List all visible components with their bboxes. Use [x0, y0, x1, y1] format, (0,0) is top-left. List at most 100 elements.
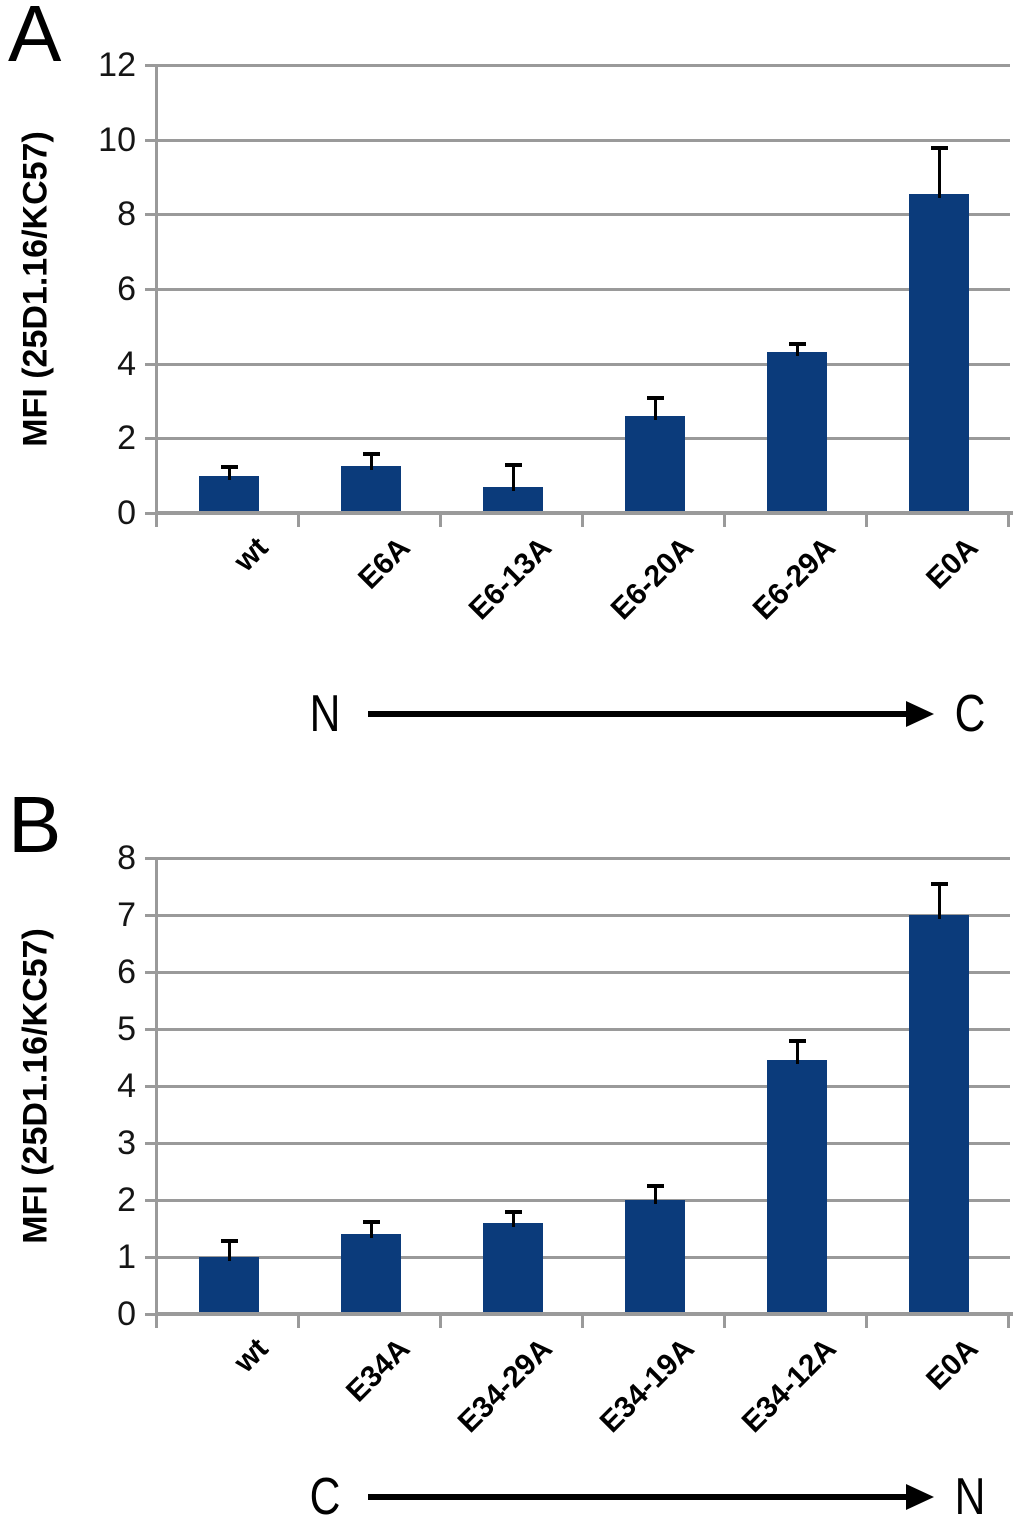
- x-axis-tick: [723, 1314, 726, 1328]
- arrow-line: [368, 1494, 906, 1500]
- error-bar-cap: [504, 1209, 522, 1214]
- x-axis-tick: [297, 1314, 300, 1328]
- y-tick-label: 4: [117, 1067, 136, 1105]
- y-axis-tick: [145, 971, 159, 974]
- y-axis-tick: [145, 1142, 159, 1145]
- error-bar-cap: [930, 881, 948, 886]
- y-tick-label: 8: [117, 839, 136, 877]
- x-axis-tick: [439, 1314, 442, 1328]
- x-axis-tick: [1007, 513, 1010, 527]
- error-bar-cap: [504, 463, 522, 468]
- y-axis-label: MFI (25D1.16/KC57): [16, 131, 55, 447]
- bar: [767, 352, 827, 511]
- bar: [199, 475, 259, 511]
- y-axis-tick: [145, 1256, 159, 1259]
- gridline: [158, 857, 1010, 860]
- gridline: [158, 1085, 1010, 1088]
- y-tick-label: 2: [117, 419, 136, 458]
- y-tick-label: 4: [117, 344, 136, 383]
- x-category-label: E0A: [919, 1332, 985, 1397]
- arrow-head-icon: [906, 701, 934, 727]
- gridline: [158, 288, 1010, 291]
- y-tick-label: 2: [117, 1181, 136, 1219]
- y-axis-tick: [145, 914, 159, 917]
- x-category-label: E34-12A: [735, 1332, 843, 1440]
- error-bar: [937, 884, 941, 919]
- y-axis-tick: [145, 213, 159, 217]
- arrow-end-label: N: [954, 1468, 986, 1519]
- x-category-label: E34-29A: [451, 1332, 559, 1440]
- x-category-label: E6-13A: [463, 531, 559, 627]
- error-bar: [937, 149, 941, 198]
- y-axis-line: [155, 858, 158, 1314]
- gridline: [158, 64, 1010, 67]
- gridline: [158, 138, 1010, 142]
- arrow-end-label: C: [954, 685, 986, 743]
- error-bar-cap: [788, 1039, 806, 1044]
- x-category-label: wt: [227, 531, 275, 578]
- error-bar: [511, 466, 515, 491]
- gridline: [158, 1199, 1010, 1202]
- x-axis-line: [155, 511, 1013, 515]
- x-axis-tick: [581, 513, 584, 527]
- y-axis-tick: [145, 64, 159, 67]
- y-axis-tick: [145, 437, 159, 441]
- x-axis-tick: [581, 1314, 584, 1328]
- error-bar-cap: [362, 452, 380, 457]
- error-bar-cap: [220, 465, 238, 470]
- x-axis-tick: [155, 513, 158, 527]
- x-category-label: E34A: [339, 1332, 417, 1409]
- error-bar: [227, 468, 231, 480]
- gridline: [158, 1142, 1010, 1145]
- error-bar-cap: [220, 1238, 238, 1243]
- y-tick-label: 8: [117, 195, 136, 234]
- x-axis-tick: [865, 1314, 868, 1328]
- y-axis-tick: [145, 288, 159, 291]
- y-axis-tick: [145, 138, 159, 142]
- error-bar-cap: [646, 396, 664, 401]
- y-tick-label: 1: [117, 1238, 136, 1276]
- arrow-line: [368, 711, 906, 717]
- x-category-label: E0A: [919, 531, 985, 596]
- x-category-label: wt: [227, 1332, 275, 1379]
- x-category-label: E6-20A: [605, 531, 701, 627]
- y-tick-label: 12: [98, 46, 136, 84]
- panel-letter: A: [8, 0, 62, 78]
- bar: [625, 1200, 685, 1312]
- bar: [483, 486, 543, 511]
- x-axis-tick: [297, 513, 300, 527]
- y-tick-label: 6: [117, 270, 136, 308]
- panel-b: B MFI (25D1.16/KC57) 0 1 2 3 4 5 6 7 8 wt E34A E34-…: [0, 775, 1024, 1519]
- error-bar: [653, 1187, 657, 1204]
- y-axis-tick: [145, 1028, 159, 1031]
- x-axis-tick: [865, 513, 868, 527]
- x-axis-tick: [439, 513, 442, 527]
- y-axis-tick: [145, 1085, 159, 1088]
- error-bar: [369, 1222, 373, 1239]
- bar: [483, 1222, 543, 1312]
- error-bar-cap: [930, 146, 948, 150]
- x-axis-tick: [723, 513, 726, 527]
- x-category-label: E6-29A: [747, 531, 843, 627]
- terminus-arrow: N C: [0, 684, 1024, 744]
- error-bar: [795, 1042, 799, 1065]
- gridline: [158, 362, 1010, 366]
- error-bar-cap: [646, 1184, 664, 1189]
- error-bar: [795, 345, 799, 357]
- error-bar: [227, 1241, 231, 1261]
- bar: [341, 466, 401, 511]
- arrow-start-label: C: [309, 1468, 341, 1519]
- arrow-head-icon: [906, 1484, 934, 1510]
- y-axis-tick: [145, 1199, 159, 1202]
- y-axis-tick: [145, 512, 159, 515]
- bar: [767, 1060, 827, 1312]
- y-tick-label: 5: [117, 1010, 136, 1048]
- error-bar: [511, 1212, 515, 1227]
- y-axis-tick: [145, 857, 159, 860]
- gridline: [158, 1028, 1010, 1031]
- y-tick-label: 6: [117, 953, 136, 991]
- gridline: [158, 213, 1010, 217]
- y-axis-line: [155, 65, 158, 513]
- panel-letter: B: [8, 780, 62, 869]
